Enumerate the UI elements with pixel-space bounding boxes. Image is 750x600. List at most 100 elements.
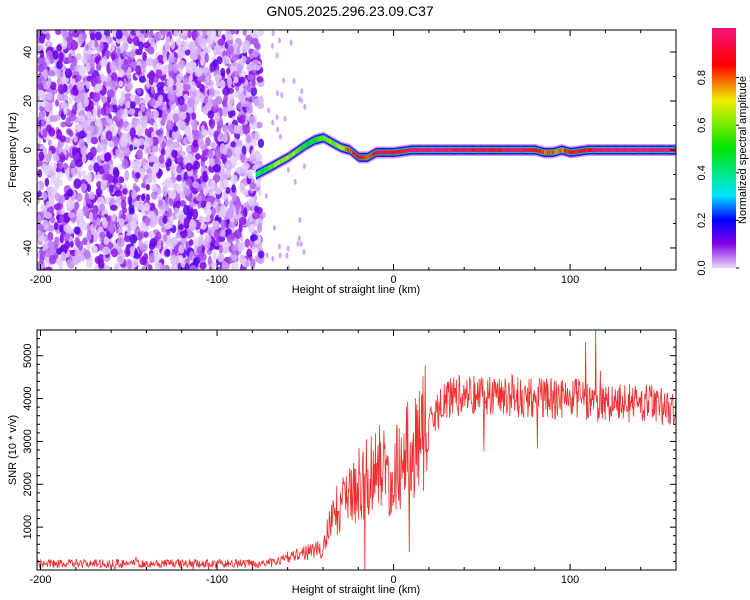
- colorbar-cell: [712, 238, 736, 241]
- noise-cell: [204, 52, 209, 63]
- noise-cell: [192, 160, 201, 170]
- noise-cell: [120, 137, 128, 148]
- ridge-core: [418, 148, 421, 152]
- noise-cell: [49, 81, 57, 91]
- colorbar-cell: [712, 148, 736, 151]
- noise-cell: [247, 169, 253, 180]
- noise-cell: [183, 40, 189, 51]
- ridge-core: [433, 148, 436, 152]
- ridge-core: [602, 148, 604, 152]
- colorbar-cell: [712, 84, 736, 87]
- noise-cell: [246, 63, 254, 72]
- ridge-core: [300, 146, 302, 151]
- ridge-core: [420, 148, 422, 152]
- ridge-core: [426, 148, 428, 152]
- noise-cell: [134, 159, 142, 167]
- ridge-core: [457, 148, 459, 152]
- ridge-core: [380, 150, 383, 155]
- ridge-core: [560, 148, 563, 153]
- ridge-core: [270, 164, 273, 169]
- ridge-core: [611, 148, 614, 152]
- ridge-core: [487, 148, 490, 152]
- noise-cell: [100, 133, 105, 142]
- noise-cell: [168, 99, 173, 107]
- colorbar-cell: [712, 220, 736, 223]
- ridge-core: [516, 148, 518, 152]
- ridge-core: [632, 148, 635, 152]
- noise-cell: [54, 192, 61, 202]
- ridge-core: [470, 148, 473, 152]
- noise-cell: [205, 216, 211, 223]
- ridge-core: [405, 148, 407, 153]
- colorbar-cell: [712, 68, 736, 71]
- noise-cell: [183, 217, 189, 225]
- noise-cell: [219, 79, 226, 90]
- ridge-core: [368, 154, 370, 159]
- ridge-core: [359, 155, 361, 160]
- colorbar-cell: [712, 208, 736, 211]
- bottom-x-tick-label: 100: [561, 574, 579, 586]
- noise-cell: [64, 240, 71, 250]
- ridge-core: [477, 148, 479, 152]
- noise-cell: [286, 245, 290, 252]
- ridge-core: [642, 148, 644, 152]
- ridge-core: [607, 148, 609, 152]
- ridge-core: [568, 149, 570, 154]
- ridge-core: [388, 150, 390, 155]
- ridge-core: [323, 136, 325, 141]
- noise-cell: [191, 119, 198, 131]
- ridge-core: [492, 148, 494, 152]
- top-x-tick-label: 0: [391, 274, 397, 286]
- noise-cell: [106, 173, 114, 183]
- noise-cell: [235, 166, 244, 175]
- noise-cell: [200, 124, 205, 132]
- ridge-core: [624, 148, 626, 152]
- ridge-core: [494, 148, 496, 152]
- colorbar-cell: [712, 48, 736, 51]
- noise-cell: [223, 262, 230, 270]
- ridge-core: [665, 148, 668, 152]
- noise-cell: [235, 204, 240, 215]
- noise-cell: [222, 245, 229, 254]
- noise-cell: [158, 154, 165, 164]
- colorbar-cell: [712, 170, 736, 173]
- ridge-core: [434, 148, 437, 152]
- bottom-y-tick-label: 4000: [22, 386, 34, 410]
- colorbar-cell: [712, 210, 736, 213]
- noise-cell: [128, 195, 133, 206]
- colorbar-cell: [712, 158, 736, 161]
- noise-cell: [55, 30, 62, 36]
- noise-cell: [129, 245, 136, 254]
- ridge-core: [424, 148, 426, 152]
- noise-cell: [210, 195, 216, 204]
- noise-cell: [271, 119, 275, 126]
- noise-cell: [231, 53, 240, 62]
- ridge-core: [446, 148, 448, 152]
- noise-cell: [47, 231, 54, 242]
- ridge-core: [296, 149, 298, 154]
- ridge-core: [557, 148, 560, 153]
- noise-cell: [44, 211, 53, 220]
- noise-cell: [194, 153, 201, 161]
- ridge-core: [597, 148, 600, 152]
- noise-cell: [212, 173, 221, 183]
- ridge-core: [449, 148, 452, 152]
- noise-cell: [296, 240, 300, 247]
- noise-cell: [192, 131, 200, 142]
- ridge-core: [609, 148, 611, 152]
- noise-cell: [42, 69, 48, 80]
- noise-cell: [70, 78, 76, 86]
- ridge-core: [438, 148, 440, 152]
- noise-cell: [124, 170, 130, 181]
- noise-cell: [116, 112, 123, 120]
- ridge-core: [556, 149, 558, 154]
- ridge-core: [482, 148, 484, 152]
- colorbar-cell: [712, 246, 736, 249]
- noise-cell: [198, 234, 204, 246]
- noise-cell: [79, 92, 85, 102]
- colorbar-label: Normalized spectral amplitude: [737, 76, 749, 224]
- colorbar-cell: [712, 80, 736, 83]
- ridge-core: [356, 153, 358, 158]
